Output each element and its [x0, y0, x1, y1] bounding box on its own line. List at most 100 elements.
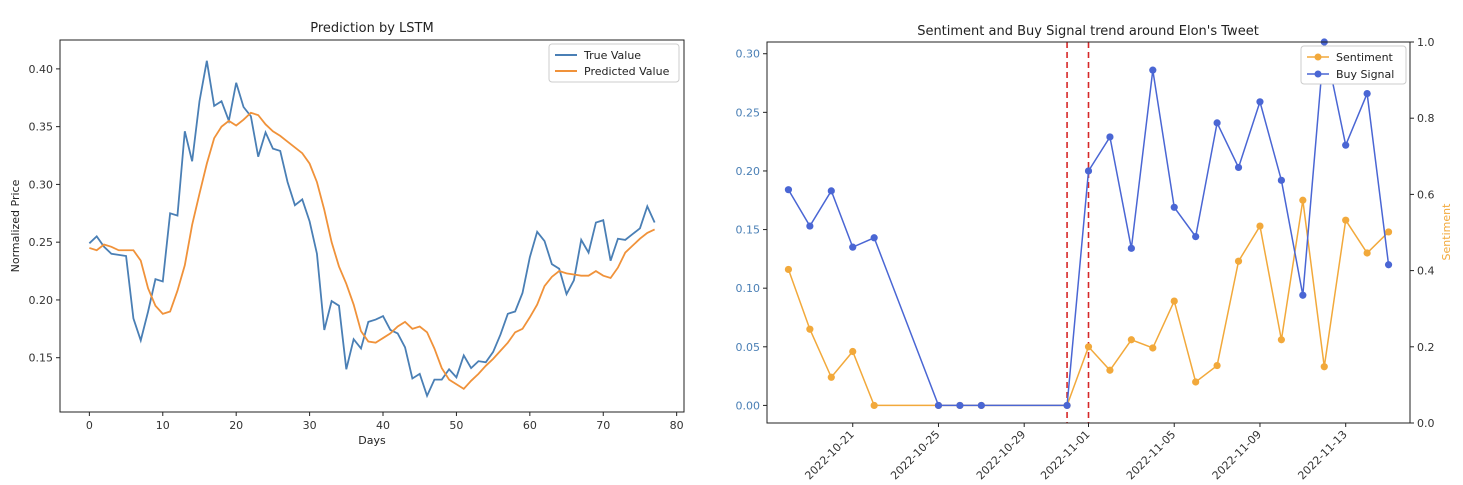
right-y-tick-label: 0.2: [1417, 341, 1435, 354]
buy-signal-series-line: [787, 41, 1390, 407]
buy-signal-point: [1277, 176, 1285, 184]
legend-buy-signal-marker: [1314, 70, 1322, 78]
lstm-x-tick-label: 60: [523, 419, 537, 432]
sentiment-point: [1299, 196, 1307, 204]
sentiment-point: [1192, 378, 1200, 386]
right-y-tick-label: 0.0: [1417, 417, 1435, 430]
date-x-tick-label: 2022-10-29: [974, 428, 1028, 482]
buy-signal-point: [1170, 203, 1178, 211]
legend-buy-signal-label: Buy Signal: [1336, 68, 1394, 81]
sentiment-point: [827, 373, 835, 381]
left-y-tick-label: 0.05: [736, 341, 761, 354]
date-x-tick-label: 2022-11-01: [1038, 428, 1092, 482]
buy-signal-point: [1363, 89, 1371, 98]
sentiment-right-axis-label: Sentiment: [1440, 203, 1453, 261]
buy-signal-point: [1084, 167, 1093, 175]
buy-signal-point: [1149, 66, 1157, 74]
sentiment-point: [1234, 257, 1243, 265]
sentiment-point: [806, 325, 814, 333]
buy-signal-point: [1342, 141, 1350, 149]
lstm-x-tick-label: 70: [596, 419, 610, 432]
lstm-x-tick-label: 40: [376, 419, 390, 432]
date-x-tick-label: 2022-11-09: [1210, 428, 1264, 482]
legend-true-value-label: True Value: [583, 49, 641, 62]
sentiment-point: [1127, 336, 1135, 344]
lstm-x-tick-label: 80: [670, 419, 684, 432]
lstm-x-tick-label: 30: [303, 419, 317, 432]
buy-signal-point: [1192, 233, 1200, 241]
buy-signal-point: [849, 243, 857, 251]
buy-signal-point: [1384, 261, 1393, 269]
lstm-prediction-chart: Prediction by LSTM 0 10 20 30 40 50 60 70 80 0.15…: [9, 21, 685, 447]
sentiment-point: [1363, 249, 1371, 257]
lstm-legend-box: [548, 43, 680, 83]
left-y-tick-label: 0.10: [736, 282, 761, 295]
buy-signal-point: [1256, 98, 1264, 106]
date-x-tick-label: 2022-11-13: [1295, 428, 1349, 482]
sentiment-point: [870, 401, 878, 410]
sentiment-series-line: [787, 200, 1390, 407]
buy-signal-point: [1213, 119, 1221, 127]
lstm-x-tick-label: 20: [229, 419, 243, 432]
legend-predicted-value-label: Predicted Value: [584, 65, 670, 78]
sentiment-point: [849, 347, 857, 356]
buy-signal-point: [934, 401, 943, 410]
buy-signal-point: [1234, 163, 1243, 172]
right-y-tick-label: 0.4: [1417, 265, 1435, 278]
buy-signal-point: [977, 401, 985, 410]
sentiment-point: [1106, 366, 1114, 374]
lstm-y-tick-label: 0.30: [29, 178, 54, 191]
buy-signal-point: [806, 222, 814, 230]
buy-signal-point: [870, 234, 878, 242]
buy-signal-point: [827, 187, 835, 195]
sentiment-point: [1384, 228, 1393, 236]
buy-signal-point: [784, 186, 793, 194]
right-y-tick-label: 0.8: [1417, 112, 1435, 125]
legend-sentiment-marker: [1314, 53, 1322, 61]
lstm-y-tick-label: 0.40: [29, 63, 54, 76]
sentiment-point: [784, 265, 793, 274]
legend-sentiment-label: Sentiment: [1336, 51, 1394, 64]
left-y-tick-label: 0.00: [736, 399, 761, 412]
sentiment-point: [1256, 222, 1264, 230]
lstm-legend: True Value Predicted Value: [548, 43, 680, 83]
lstm-chart-title: Prediction by LSTM: [310, 21, 433, 36]
date-x-tick-label: 2022-10-25: [888, 428, 942, 482]
sentiment-buy-signal-chart: Sentiment and Buy Signal trend around El…: [736, 24, 1454, 482]
buy-signal-point: [1063, 401, 1071, 410]
sentiment-legend: Sentiment Buy Signal: [1300, 45, 1407, 85]
sentiment-point: [1320, 363, 1328, 371]
lstm-y-tick-label: 0.35: [29, 121, 54, 134]
lstm-x-tick-label: 0: [86, 419, 93, 432]
buy-signal-point: [1299, 291, 1307, 299]
lstm-plot-frame: [59, 39, 685, 413]
predicted-value-series-line: [89, 111, 656, 391]
buy-signal-point: [956, 401, 964, 410]
sentiment-point: [1213, 361, 1221, 370]
left-y-tick-label: 0.25: [736, 106, 761, 119]
lstm-x-tick-label: 50: [449, 419, 463, 432]
lstm-y-tick-label: 0.25: [29, 236, 54, 249]
sentiment-point: [1170, 297, 1178, 305]
sentiment-point: [1342, 216, 1350, 224]
sentiment-plot-frame: [766, 41, 1411, 424]
date-x-tick-label: 2022-11-05: [1124, 428, 1178, 482]
lstm-x-tick-label: 10: [156, 419, 170, 432]
right-y-tick-label: 1.0: [1417, 36, 1435, 49]
sentiment-point: [1277, 336, 1285, 344]
lstm-y-tick-label: 0.20: [29, 294, 54, 307]
buy-signal-point: [1127, 244, 1135, 252]
lstm-y-axis-label: Normalized Price: [9, 179, 22, 272]
sentiment-point: [1149, 344, 1157, 352]
left-y-tick-label: 0.20: [736, 165, 761, 178]
lstm-y-tick-label: 0.15: [29, 352, 54, 365]
sentiment-point: [1084, 343, 1093, 351]
right-y-tick-label: 0.6: [1417, 188, 1435, 201]
date-x-tick-label: 2022-10-21: [802, 428, 856, 482]
left-y-tick-label: 0.30: [736, 48, 761, 61]
left-y-tick-label: 0.15: [736, 224, 761, 237]
lstm-x-axis-label: Days: [358, 434, 386, 447]
buy-signal-point: [1106, 133, 1114, 141]
true-value-series-line: [88, 60, 656, 399]
